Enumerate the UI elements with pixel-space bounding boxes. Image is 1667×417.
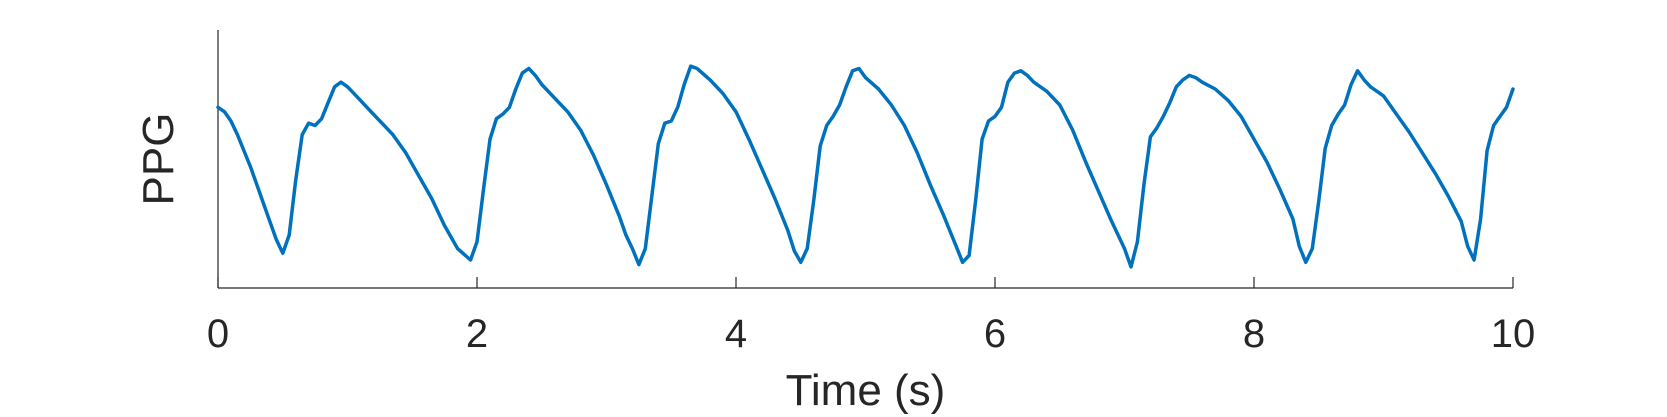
x-ticks: 0 2 4 6 8 10 [207, 277, 1535, 356]
x-tick-label: 8 [1243, 312, 1265, 356]
y-axis-title: PPG [134, 113, 183, 206]
x-tick-label: 2 [466, 312, 488, 356]
x-tick-label: 4 [725, 312, 747, 356]
x-tick-label: 10 [1491, 312, 1536, 356]
x-tick-label: 6 [984, 312, 1006, 356]
ppg-series-line [216, 64, 1515, 269]
x-tick-label: 0 [207, 312, 229, 356]
axes [217, 30, 1513, 289]
series-group [216, 64, 1515, 269]
x-axis-title: Time (s) [786, 366, 946, 415]
